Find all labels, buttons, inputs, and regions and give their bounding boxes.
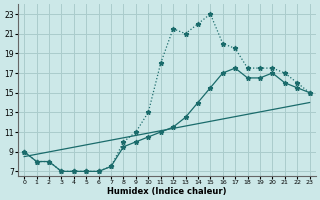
X-axis label: Humidex (Indice chaleur): Humidex (Indice chaleur)	[107, 187, 227, 196]
